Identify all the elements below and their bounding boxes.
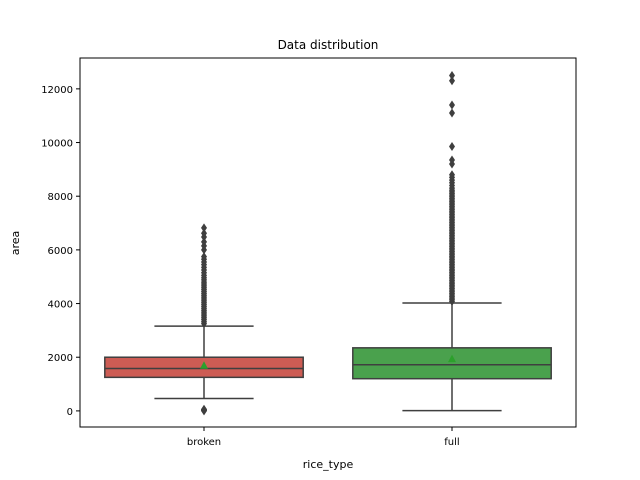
outlier-point: [201, 223, 207, 233]
outlier-point: [449, 170, 455, 180]
chart-title: Data distribution: [278, 38, 379, 52]
axes-frame: [79, 57, 577, 428]
outlier-point: [449, 142, 455, 152]
outlier-point: [201, 228, 207, 238]
y-tick-label: 6000: [48, 246, 73, 257]
y-tick-label: 12000: [41, 85, 73, 96]
box-iqr: [352, 347, 552, 380]
y-tick-label: 4000: [48, 300, 73, 311]
x-tick-label: broken: [187, 437, 221, 448]
outlier-point: [201, 237, 207, 247]
mean-marker: [448, 354, 456, 363]
outlier-point: [201, 252, 207, 262]
x-axis-label: rice_type: [303, 458, 354, 471]
outlier-point: [449, 108, 455, 118]
y-tick-label: 2000: [48, 353, 73, 364]
y-axis-label: area: [9, 231, 22, 256]
box-group-full: [352, 70, 552, 412]
x-tick-label: full: [444, 437, 459, 448]
y-tick-label: 0: [67, 407, 73, 418]
y-tick-label: 8000: [48, 192, 73, 203]
box-group-broken: [104, 223, 304, 416]
outlier-point: [449, 76, 455, 86]
outlier-point: [449, 155, 455, 165]
outlier-point: [201, 404, 207, 414]
y-tick-label: 10000: [41, 139, 73, 150]
outlier-point: [449, 70, 455, 80]
plot-area: 0 2000 4000 6000 8000 10000 12000 broken full: [41, 57, 577, 448]
mean-marker: [200, 361, 208, 369]
outlier-point: [449, 100, 455, 110]
